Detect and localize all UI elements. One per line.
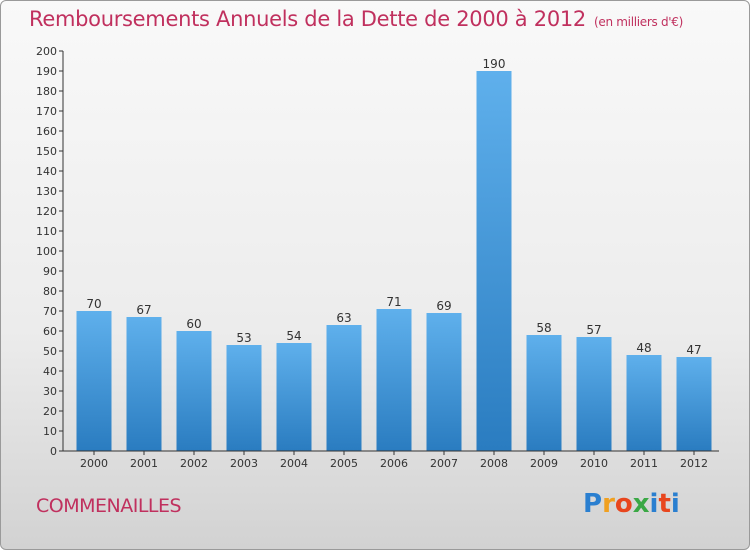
x-tick-label: 2005 (330, 457, 358, 470)
x-tick-label: 2004 (280, 457, 308, 470)
bar-2007 (426, 313, 462, 451)
x-tick-label: 2000 (80, 457, 108, 470)
x-tick-label: 2012 (680, 457, 708, 470)
x-tick-label: 2011 (630, 457, 658, 470)
bar-value-label: 57 (586, 323, 601, 337)
y-tick-label: 0 (50, 445, 57, 458)
y-tick-label: 120 (36, 205, 57, 218)
chart-title-text: Remboursements Annuels de la Dette de 20… (29, 7, 586, 31)
y-tick-label: 40 (43, 365, 57, 378)
bar-value-label: 190 (483, 57, 506, 71)
y-tick-label: 80 (43, 285, 57, 298)
y-tick-label: 90 (43, 265, 57, 278)
bar-2001 (126, 317, 162, 451)
x-tick-label: 2001 (130, 457, 158, 470)
logo-letter: o (614, 489, 633, 519)
bar-2011 (626, 355, 662, 451)
bar-2000 (76, 311, 112, 451)
x-tick-label: 2002 (180, 457, 208, 470)
bar-value-label: 60 (186, 317, 201, 331)
x-tick-label: 2010 (580, 457, 608, 470)
y-tick-label: 200 (36, 45, 57, 58)
bar-value-label: 70 (86, 297, 101, 311)
bar-2004 (276, 343, 312, 451)
y-tick-label: 50 (43, 345, 57, 358)
bar-value-label: 47 (686, 343, 701, 357)
y-tick-label: 100 (36, 245, 57, 258)
proxiti-logo: Proxiti (583, 489, 680, 519)
y-tick-label: 110 (36, 225, 57, 238)
x-tick-label: 2006 (380, 457, 408, 470)
logo-letter: x (632, 489, 650, 519)
chart-subtitle: (en milliers d'€) (594, 15, 684, 29)
logo-letter: i (670, 489, 680, 519)
y-tick-label: 140 (36, 165, 57, 178)
y-tick-label: 130 (36, 185, 57, 198)
x-tick-label: 2009 (530, 457, 558, 470)
bars: 70 67 60 53 54 63 71 69 190 58 57 48 47 (76, 57, 712, 451)
bar-2006 (376, 309, 412, 451)
y-tick-label: 20 (43, 405, 57, 418)
logo-letter: P (583, 489, 603, 519)
bar-value-label: 71 (386, 295, 401, 309)
y-tick-label: 180 (36, 85, 57, 98)
bar-value-label: 63 (336, 311, 351, 325)
y-tick-label: 60 (43, 325, 57, 338)
y-tick-label: 160 (36, 125, 57, 138)
y-tick-label: 170 (36, 105, 57, 118)
y-tick-label: 70 (43, 305, 57, 318)
logo-letter: r (602, 489, 615, 519)
y-tick-label: 30 (43, 385, 57, 398)
bar-2010 (576, 337, 612, 451)
y-axis: 0 10 20 30 40 50 60 70 80 90 100 110 120 130 140 150 160… (36, 45, 64, 458)
bar-value-label: 67 (136, 303, 151, 317)
bar-value-label: 58 (536, 321, 551, 335)
x-tick-label: 2003 (230, 457, 258, 470)
chart-title: Remboursements Annuels de la Dette de 20… (29, 7, 683, 31)
bar-2008 (476, 71, 512, 451)
bar-2009 (526, 335, 562, 451)
bar-2003 (226, 345, 262, 451)
commune-name: COMMENAILLES (36, 495, 182, 517)
logo-letter: t (658, 489, 671, 519)
x-tick-label: 2007 (430, 457, 458, 470)
bar-value-label: 48 (636, 341, 651, 355)
x-axis: 2000 2001 2002 2003 2004 2005 2006 2007 2008 2009… (63, 450, 719, 470)
x-tick-label: 2008 (480, 457, 508, 470)
y-tick-label: 10 (43, 425, 57, 438)
bar-value-label: 53 (236, 331, 251, 345)
bar-value-label: 69 (436, 299, 451, 313)
bar-2002 (176, 331, 212, 451)
bar-2012 (676, 357, 712, 451)
y-tick-label: 190 (36, 65, 57, 78)
bar-2005 (326, 325, 362, 451)
bar-value-label: 54 (286, 329, 301, 343)
logo-letter: i (649, 489, 659, 519)
y-tick-label: 150 (36, 145, 57, 158)
